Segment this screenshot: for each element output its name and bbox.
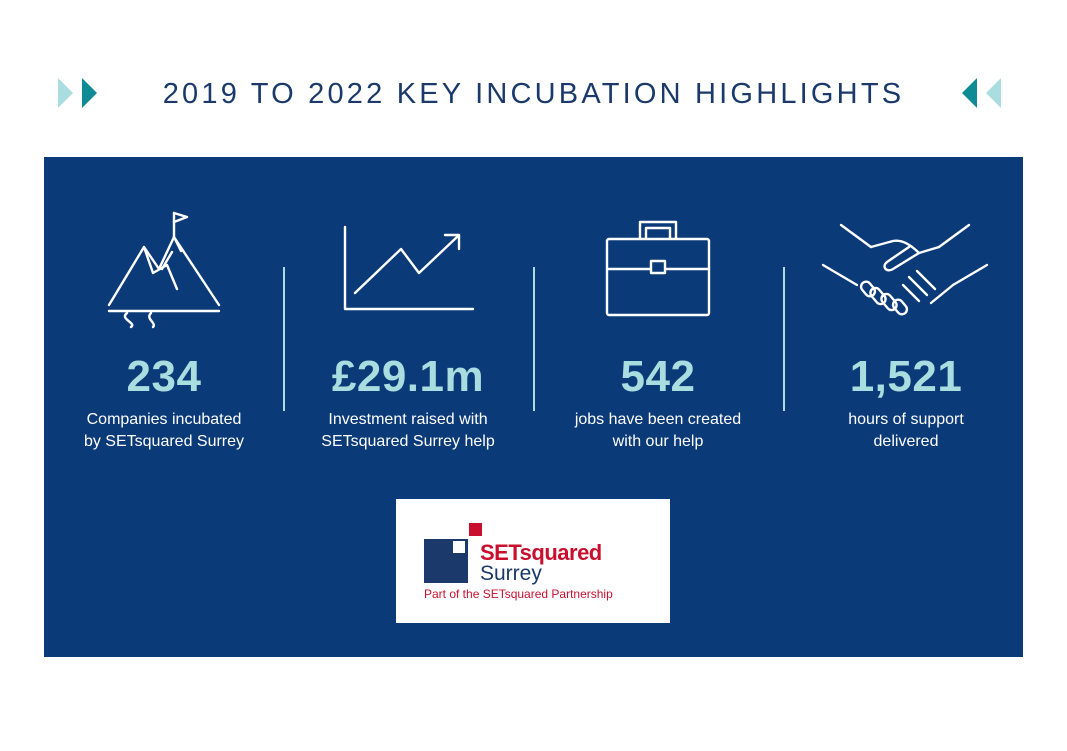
- stat-value: 234: [126, 352, 202, 401]
- briefcase-icon: [605, 220, 711, 317]
- stat-description: Companies incubated by SETsquared Surrey: [83, 411, 245, 450]
- growth-chart-icon: [343, 225, 475, 311]
- double-chevron-left-icon: [962, 78, 1001, 108]
- page-title: 2019 TO 2022 KEY INCUBATION HIGHLIGHTS: [162, 78, 905, 110]
- handshake-icon: [821, 223, 989, 316]
- divider: [783, 267, 785, 411]
- setsquared-logo: SETsquared Surrey Part of the SETsquared…: [396, 499, 670, 623]
- header: 2019 TO 2022 KEY INCUBATION HIGHLIGHTS: [0, 70, 1067, 120]
- stat-value: £29.1m: [331, 352, 485, 401]
- highlights-panel: 234 Companies incubated by SETsquared Su…: [44, 157, 1023, 657]
- logo-brand: SETsquared: [480, 540, 602, 565]
- logo-subtitle: Surrey: [480, 562, 542, 585]
- logo-tagline: Part of the SETsquared Partnership: [424, 587, 613, 601]
- divider: [533, 267, 535, 411]
- setsquared-logo-mark: [424, 523, 482, 583]
- divider: [283, 267, 285, 411]
- stat-description: Investment raised with SETsquared Surrey…: [321, 411, 495, 450]
- stat-description: jobs have been created with our help: [574, 411, 742, 450]
- stat-value: 1,521: [849, 352, 963, 401]
- double-chevron-right-icon: [58, 78, 97, 108]
- stat-description: hours of support delivered: [848, 411, 964, 450]
- stat-value: 542: [620, 352, 696, 401]
- mountain-flag-icon: [107, 211, 221, 329]
